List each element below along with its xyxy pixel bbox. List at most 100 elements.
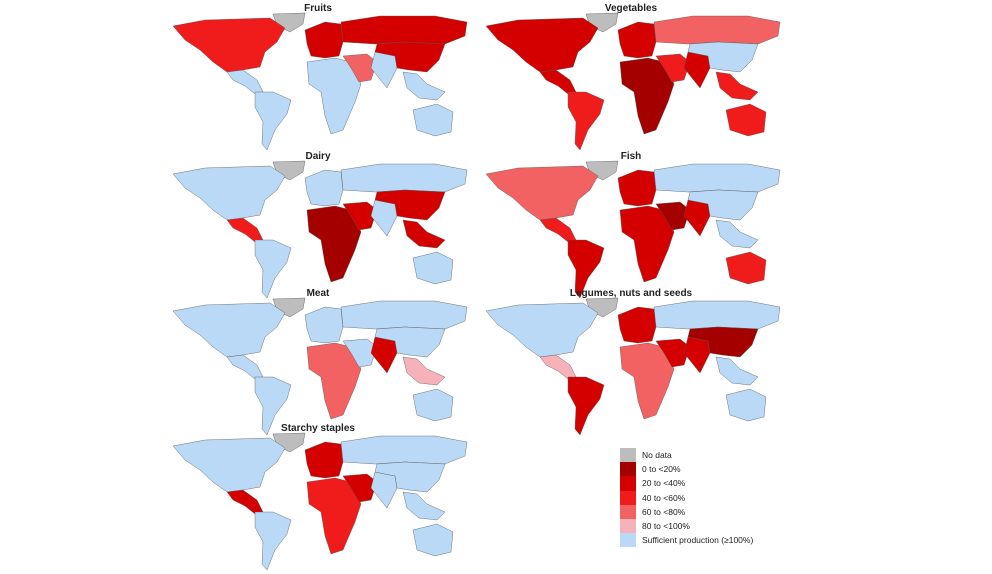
map-title: Starchy staples xyxy=(281,423,355,434)
legend-item: 80 to <100% xyxy=(620,518,753,534)
region-east-asia xyxy=(687,41,759,73)
region-southeast-asia xyxy=(402,356,446,386)
region-south-america xyxy=(254,511,292,571)
region-south-asia xyxy=(370,336,398,374)
region-east-asia xyxy=(374,189,446,221)
map-title: Dairy xyxy=(305,151,331,162)
region-middle-east xyxy=(342,473,378,503)
region-australia xyxy=(412,251,454,285)
region-africa xyxy=(619,57,675,135)
region-central-america xyxy=(539,217,577,243)
region-australia xyxy=(412,388,454,422)
region-southeast-asia xyxy=(715,356,759,386)
region-southeast-asia xyxy=(402,219,446,249)
map-title: Fish xyxy=(620,151,642,162)
region-russia xyxy=(340,435,468,465)
region-south-asia xyxy=(370,199,398,237)
legend-swatch xyxy=(620,504,636,519)
map-panel-vegetables: Vegetables xyxy=(478,3,784,154)
region-europe xyxy=(304,441,344,479)
region-australia xyxy=(725,251,767,285)
map-panel-legumes-nuts-and-seeds: Legumes, nuts and seeds xyxy=(478,288,784,439)
legend-item: 0 to <20% xyxy=(620,462,753,477)
region-europe xyxy=(617,21,657,59)
legend-label: 60 to <80% xyxy=(642,506,686,517)
legend-label: Sufficient production (≥100%) xyxy=(642,535,754,546)
region-russia xyxy=(653,300,781,330)
region-europe xyxy=(304,169,344,207)
region-south-asia xyxy=(683,199,711,237)
region-north-america xyxy=(485,17,599,73)
region-africa xyxy=(306,205,362,283)
region-north-america xyxy=(485,165,599,221)
legend-swatch xyxy=(620,490,636,505)
region-europe xyxy=(304,306,344,344)
region-south-america xyxy=(254,376,292,436)
legend-item: 20 to <40% xyxy=(620,476,753,491)
map-panel-fruits: Fruits xyxy=(165,3,471,154)
region-central-america xyxy=(539,69,577,95)
region-east-asia xyxy=(687,189,759,221)
region-europe xyxy=(617,169,657,207)
region-middle-east xyxy=(342,201,378,231)
region-east-asia xyxy=(374,461,446,493)
region-east-asia xyxy=(374,41,446,73)
region-middle-east xyxy=(655,338,691,368)
region-southeast-asia xyxy=(715,219,759,249)
legend-label: 0 to <20% xyxy=(642,464,681,475)
region-southeast-asia xyxy=(402,71,446,101)
region-russia xyxy=(340,300,468,330)
legend-item: 40 to <60% xyxy=(620,490,753,505)
map-title: Legumes, nuts and seeds xyxy=(569,288,693,299)
region-north-america xyxy=(485,302,599,358)
legend-item: Sufficient production (≥100%) xyxy=(620,533,754,548)
region-australia xyxy=(725,388,767,422)
region-south-asia xyxy=(370,471,398,509)
legend: No data 0 to <20% 20 to <40% 40 to <60% 60 t… xyxy=(620,448,754,548)
legend-swatch xyxy=(620,462,636,477)
region-central-america xyxy=(226,217,264,243)
region-europe xyxy=(304,21,344,59)
map-panel-dairy: Dairy xyxy=(165,151,471,302)
region-africa xyxy=(619,342,675,420)
map-panel-starchy-staples: Starchy staples xyxy=(165,423,471,574)
legend-item: No data xyxy=(620,448,753,463)
region-middle-east xyxy=(655,53,691,83)
legend-swatch xyxy=(620,533,636,548)
region-russia xyxy=(653,15,781,45)
region-south-asia xyxy=(683,336,711,374)
region-north-america xyxy=(172,302,286,358)
legend-swatch xyxy=(620,476,636,491)
region-middle-east xyxy=(655,201,691,231)
region-south-america xyxy=(567,91,605,151)
legend-item: 60 to <80% xyxy=(620,504,753,519)
region-south-asia xyxy=(370,51,398,89)
region-australia xyxy=(412,523,454,557)
legend-label: 40 to <60% xyxy=(642,492,686,503)
region-russia xyxy=(340,163,468,193)
region-africa xyxy=(619,205,675,283)
region-south-asia xyxy=(683,51,711,89)
world-map xyxy=(172,12,468,151)
region-east-asia xyxy=(687,326,759,358)
region-central-america xyxy=(226,69,264,95)
region-africa xyxy=(306,342,362,420)
region-south-america xyxy=(254,239,292,299)
region-north-america xyxy=(172,165,286,221)
world-map xyxy=(172,297,468,436)
region-africa xyxy=(306,57,362,135)
map-title: Vegetables xyxy=(604,3,658,14)
region-south-america xyxy=(567,376,605,436)
region-australia xyxy=(725,103,767,137)
region-europe xyxy=(617,306,657,344)
region-middle-east xyxy=(342,338,378,368)
region-middle-east xyxy=(342,53,378,83)
region-central-america xyxy=(226,489,264,515)
world-map xyxy=(485,297,781,436)
legend-label: No data xyxy=(642,450,672,461)
region-africa xyxy=(306,477,362,555)
map-panel-meat: Meat xyxy=(165,288,471,439)
region-southeast-asia xyxy=(715,71,759,101)
legend-label: 20 to <40% xyxy=(642,478,686,489)
region-russia xyxy=(340,15,468,45)
